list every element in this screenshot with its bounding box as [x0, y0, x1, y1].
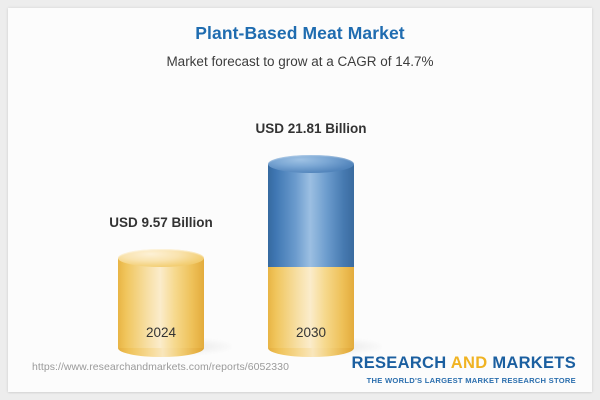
source-url[interactable]: https://www.researchandmarkets.com/repor…	[32, 361, 289, 373]
chart-header: Plant-Based Meat Market Market forecast …	[8, 22, 592, 71]
chart-plot-area: USD 9.57 Billion 2024 USD 21.81 Billion	[8, 8, 592, 357]
cylinder-cap-2024	[118, 249, 204, 267]
category-label-2024: 2024	[145, 325, 177, 340]
logo-tagline: THE WORLD'S LARGEST MARKET RESEARCH STOR…	[366, 376, 576, 385]
data-label-2030: USD 21.81 Billion	[255, 121, 367, 136]
cylinder-body-base-2030	[268, 267, 354, 348]
logo-word-markets: MARKETS	[492, 354, 576, 372]
cylinder-segment-base-2024	[118, 249, 204, 357]
cylinder-cap-2030	[268, 155, 354, 173]
page-title: Plant-Based Meat Market	[195, 23, 405, 43]
cylinder-segment-base-2030	[268, 267, 354, 357]
data-label-2024: USD 9.57 Billion	[109, 215, 213, 230]
brand-logo[interactable]: RESEARCH AND MARKETS THE WORLD'S LARGEST…	[351, 354, 576, 386]
category-label-2030: 2030	[295, 325, 327, 340]
logo-word-and: AND	[450, 354, 488, 372]
cylinder-2024[interactable]	[118, 249, 204, 357]
logo-word-research: RESEARCH	[351, 354, 447, 372]
cylinder-body-growth-2030	[268, 164, 354, 267]
cylinder-body-2024	[118, 258, 204, 348]
infographic-card: Plant-Based Meat Market Market forecast …	[8, 8, 592, 392]
footer: https://www.researchandmarkets.com/repor…	[8, 348, 592, 392]
cylinder-2030[interactable]	[268, 155, 354, 357]
cylinder-segment-growth-2030	[268, 155, 354, 267]
chart-subtitle: Market forecast to grow at a CAGR of 14.…	[166, 54, 434, 69]
logo-wordmark: RESEARCH AND MARKETS	[351, 354, 576, 373]
